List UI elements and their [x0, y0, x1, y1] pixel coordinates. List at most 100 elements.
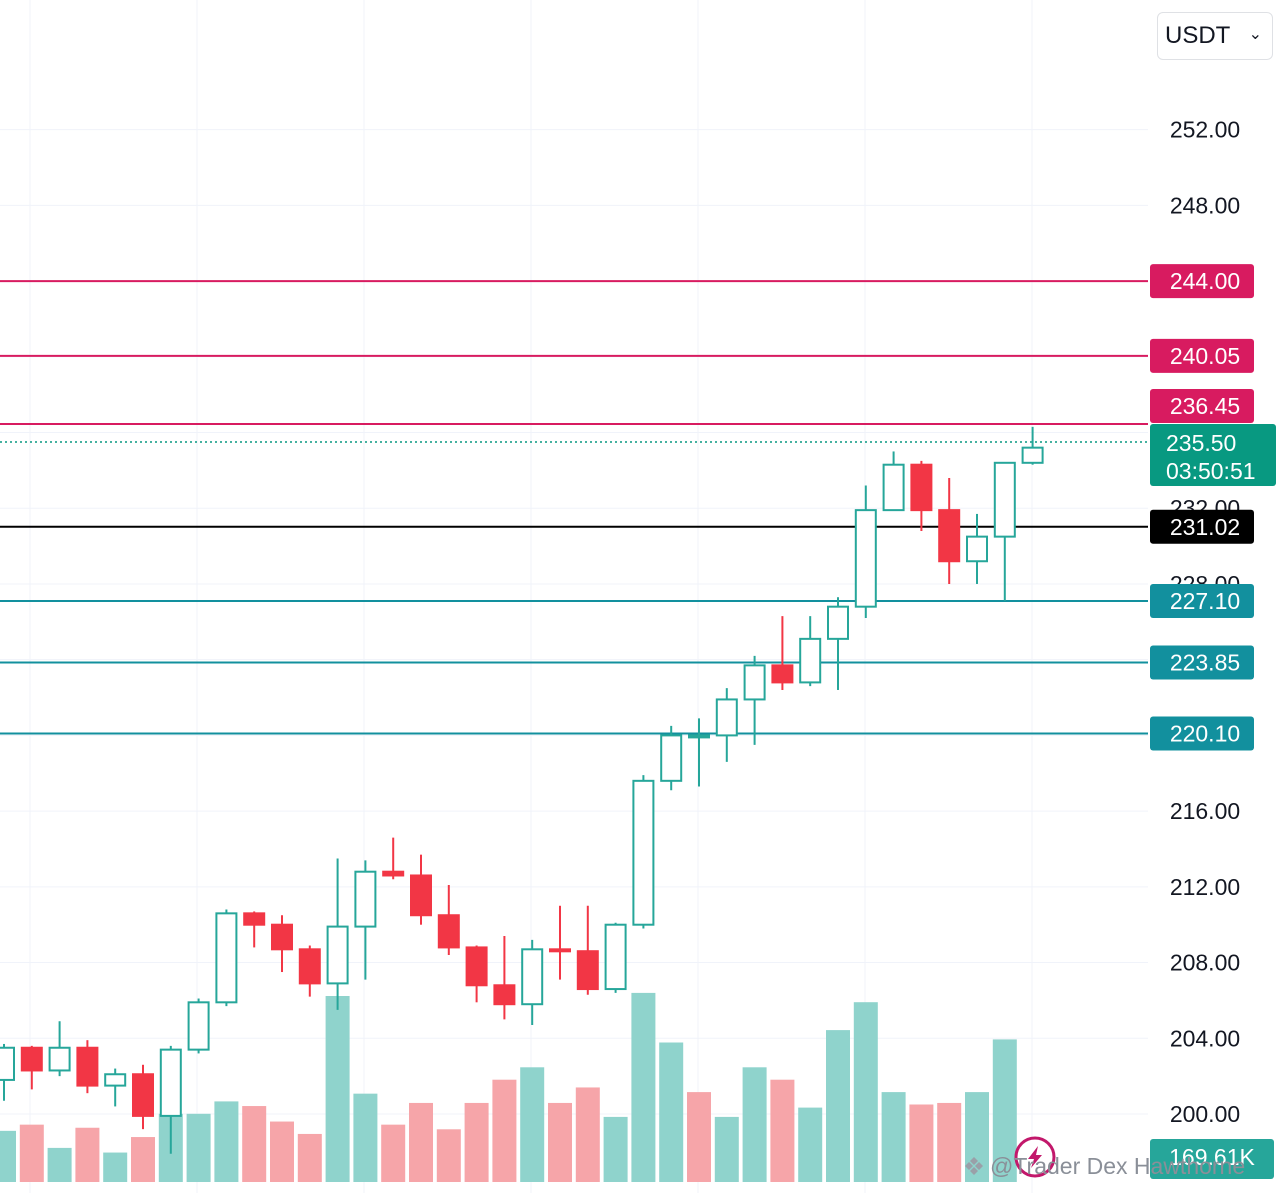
volume-bar	[492, 1079, 517, 1182]
candle-body	[493, 984, 516, 1006]
candle-down	[910, 460, 933, 531]
volume-bar	[575, 1087, 600, 1182]
candle-up	[48, 1021, 71, 1077]
candle-down	[938, 477, 961, 584]
candle-up	[743, 655, 766, 745]
candle-body	[76, 1046, 99, 1087]
candle-body	[465, 946, 488, 987]
level-tag-label: 244.00	[1170, 268, 1240, 294]
volume-bar	[881, 1092, 906, 1182]
candle-body	[910, 463, 933, 512]
candle-body	[604, 923, 627, 991]
candle-body	[20, 1046, 43, 1072]
candle-up	[521, 939, 544, 1026]
level-tag-label: 231.02	[1170, 514, 1240, 540]
y-tick-label: 216.00	[1170, 798, 1240, 824]
candle-body	[660, 734, 683, 782]
currency-value: USDT	[1165, 22, 1231, 49]
watermark: @Trader Dex Hawthorne	[965, 1136, 1245, 1179]
candle-body	[576, 950, 599, 991]
volume-bar	[937, 1102, 962, 1182]
chevron-down-icon: ⌄	[1248, 26, 1262, 43]
candle-down	[576, 905, 599, 995]
volume-bar	[214, 1101, 239, 1182]
price-tags: 244.00 240.05 236.45 231.02 227.10 223.85 220.…	[1150, 264, 1276, 1179]
candle-down	[132, 1064, 154, 1130]
horizontal-levels	[0, 280, 1148, 735]
volume-tag	[1150, 1139, 1274, 1179]
volume-bar	[603, 1116, 628, 1182]
candle-up	[1021, 426, 1044, 465]
candle-down	[243, 911, 266, 948]
candle-body	[993, 461, 1016, 538]
volume-bar	[909, 1104, 934, 1182]
candle-up	[326, 858, 349, 1010]
candle-body	[521, 948, 544, 1006]
candle-body	[549, 948, 571, 953]
currency-selector[interactable]: USDT ⌄	[1157, 12, 1273, 60]
candle-body	[715, 698, 738, 737]
candle-up	[715, 688, 738, 762]
candle-body	[159, 1048, 182, 1117]
candle-body	[410, 874, 432, 917]
candle-down	[76, 1040, 99, 1094]
candle-down	[771, 616, 794, 690]
watermark-text: @Trader Dex Hawthorne	[990, 1153, 1245, 1179]
volume-bar	[714, 1116, 739, 1182]
candle-up	[688, 718, 710, 787]
volume-bar	[853, 1002, 878, 1182]
volume-bar	[47, 1147, 72, 1182]
candle-body	[882, 463, 905, 512]
candle-down	[382, 837, 405, 880]
level-tag-resistance	[1150, 338, 1254, 373]
candle-body	[743, 664, 766, 701]
candle-up	[827, 597, 849, 690]
candle-down	[410, 854, 432, 925]
candle-down	[493, 936, 516, 1020]
candle-up	[354, 860, 377, 980]
level-tag-resistance	[1150, 389, 1254, 424]
level-tag-support	[1150, 645, 1254, 680]
volume-bar	[826, 1030, 850, 1182]
level-tag-label: 240.05	[1170, 343, 1240, 369]
volume-bar	[186, 1113, 211, 1182]
volume-bar	[548, 1102, 572, 1182]
candle-body	[382, 870, 405, 877]
candle-up	[0, 1043, 15, 1101]
candle-body	[771, 664, 794, 684]
candle-body	[271, 923, 293, 951]
volume-bar	[19, 1124, 44, 1182]
candle-up	[799, 616, 822, 687]
volume-bar	[131, 1137, 155, 1182]
volume-bar	[409, 1102, 433, 1182]
candle-up	[604, 922, 627, 993]
chart-grid	[0, 0, 1148, 1193]
y-tick-label: 208.00	[1170, 950, 1240, 976]
candle-body	[243, 912, 266, 926]
candle-body	[437, 914, 460, 949]
candle-up	[854, 485, 877, 619]
volume-bar	[520, 1067, 545, 1182]
candle-body	[0, 1046, 15, 1081]
volume-bar	[742, 1067, 767, 1182]
candle-down	[271, 915, 293, 973]
candle-up	[660, 725, 683, 791]
volume-bar	[325, 996, 350, 1182]
candle-down	[20, 1045, 43, 1090]
volume-bar	[242, 1106, 267, 1182]
volume-bar	[353, 1093, 378, 1182]
volume-bar	[464, 1102, 489, 1182]
candle-up	[187, 998, 210, 1054]
volume-bar	[103, 1152, 128, 1182]
volume-bar	[0, 1130, 16, 1182]
candle-up	[215, 909, 238, 1007]
level-tag-label: 236.45	[1170, 393, 1240, 419]
y-tick-label: 252.00	[1170, 117, 1240, 143]
y-tick-label: 248.00	[1170, 192, 1240, 218]
candle-up	[104, 1068, 127, 1107]
candle-body	[298, 948, 321, 985]
volume-bar	[381, 1124, 406, 1182]
candle-body	[688, 734, 710, 739]
candle-body	[215, 912, 238, 1004]
